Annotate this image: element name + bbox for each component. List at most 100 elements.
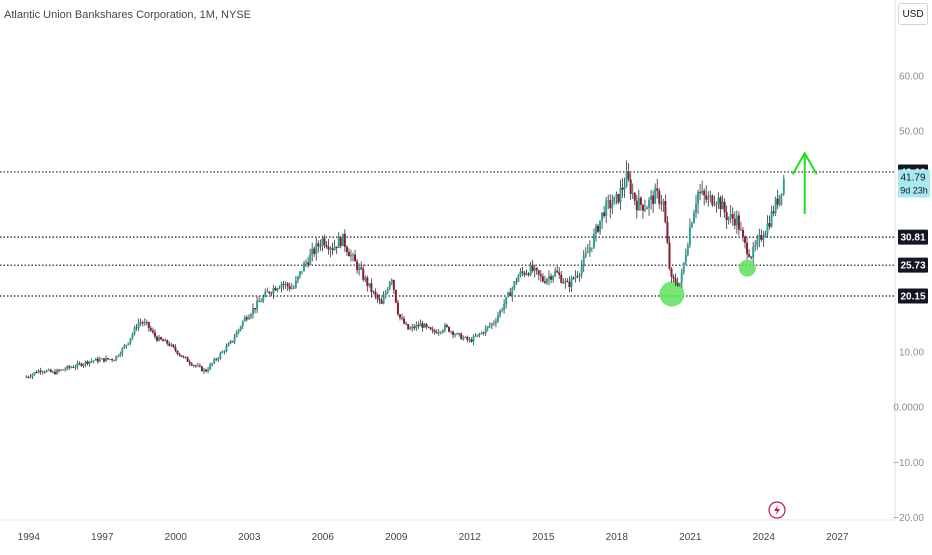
candle-body	[692, 212, 695, 223]
candle-body	[219, 353, 222, 359]
candle-body	[170, 344, 173, 346]
candle-body	[474, 336, 477, 338]
candle-body	[325, 245, 328, 247]
candle-body	[262, 296, 265, 302]
candle-body	[180, 355, 183, 357]
candle-body	[619, 187, 622, 203]
candle-body	[545, 279, 548, 283]
candle-body	[329, 248, 332, 250]
highlight-circle	[738, 259, 756, 277]
candle-body	[221, 351, 224, 354]
currency-button[interactable]: USD	[898, 3, 928, 25]
candle-body	[278, 287, 281, 289]
candle-body	[611, 204, 614, 209]
candle-body	[337, 237, 340, 248]
candle-body	[782, 179, 785, 194]
candle-body	[454, 334, 457, 336]
candle-body	[100, 358, 103, 360]
candle-body	[462, 337, 465, 340]
candle-body	[41, 371, 44, 373]
current-price-badge	[898, 169, 930, 198]
x-tick-label: 2027	[826, 532, 849, 543]
candle-body	[519, 271, 522, 276]
candle-body	[419, 323, 422, 327]
candle-body	[731, 214, 734, 219]
candle-body	[503, 304, 506, 310]
candle-body	[678, 282, 681, 286]
candle-body	[143, 322, 146, 324]
candle-body	[472, 336, 475, 342]
candle-body	[386, 289, 389, 293]
key-level-badge	[898, 229, 928, 245]
candle-body	[368, 283, 371, 286]
candle-body	[680, 272, 683, 283]
candle-body	[176, 350, 179, 354]
candle-body	[131, 333, 134, 339]
candle-body	[364, 277, 367, 280]
candle-body	[601, 212, 604, 221]
candle-body	[196, 365, 199, 367]
candle-body	[88, 361, 91, 364]
candle-body	[660, 203, 663, 205]
candle-body	[658, 190, 661, 204]
candle-body	[280, 283, 283, 288]
candle-body	[31, 374, 34, 377]
candle-body	[560, 274, 563, 283]
candle-body	[76, 363, 79, 367]
candle-body	[725, 212, 728, 221]
candle-body	[327, 246, 330, 250]
candle-body	[213, 359, 216, 364]
candle-body	[117, 355, 120, 357]
candle-body	[507, 292, 510, 297]
candle-body	[490, 323, 493, 326]
candle-body	[374, 291, 377, 295]
candle-body	[215, 359, 218, 361]
candle-body	[423, 324, 426, 328]
candle-body	[58, 369, 61, 371]
key-level-badge	[898, 288, 928, 304]
candle-body	[582, 256, 585, 266]
candle-body	[294, 280, 297, 288]
candle-body	[237, 329, 240, 333]
candle-body	[200, 366, 203, 372]
candle-body	[486, 326, 489, 329]
candle-body	[744, 236, 747, 243]
candle-body	[84, 361, 87, 365]
candle-body	[525, 273, 528, 275]
candle-body	[288, 286, 291, 289]
candle-body	[584, 253, 587, 257]
x-tick-label: 2021	[679, 532, 702, 543]
candle-body	[756, 239, 759, 246]
candle-body	[64, 369, 67, 370]
candle-body	[113, 360, 116, 361]
x-tick-label: 2024	[753, 532, 776, 543]
candle-body	[51, 371, 54, 373]
candle-body	[599, 220, 602, 232]
candle-body	[750, 256, 753, 258]
candle-body	[145, 322, 148, 323]
key-level-value: 20.15	[900, 291, 925, 302]
candle-body	[115, 356, 118, 361]
candle-body	[417, 324, 420, 327]
candle-body	[739, 229, 742, 231]
candle-body	[186, 357, 189, 362]
candle-body	[188, 361, 191, 364]
candle-body	[409, 328, 412, 330]
candle-body	[66, 366, 69, 370]
candle-body	[456, 333, 459, 335]
key-level-badge	[898, 257, 928, 273]
candle-body	[470, 339, 473, 342]
x-tick-label: 2012	[459, 532, 482, 543]
candle-body	[137, 322, 140, 329]
x-tick-label: 2006	[312, 532, 335, 543]
candle-body	[378, 298, 381, 301]
candle-body	[664, 201, 667, 223]
x-tick-label: 2009	[385, 532, 408, 543]
candle-body	[758, 234, 761, 240]
candle-body	[464, 336, 467, 338]
candle-body	[670, 268, 673, 277]
candle-body	[688, 227, 691, 246]
candle-body	[774, 198, 777, 214]
